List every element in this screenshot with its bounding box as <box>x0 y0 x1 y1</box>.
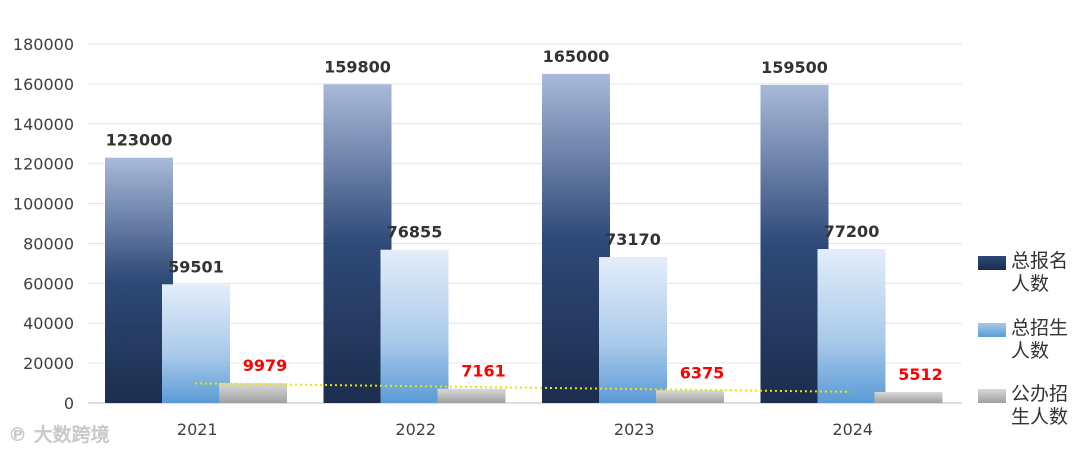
data-label: 6375 <box>680 363 725 382</box>
y-tick-label: 0 <box>64 394 74 413</box>
watermark-text: 大数跨境 <box>33 424 110 446</box>
y-tick-label: 140000 <box>13 115 74 134</box>
gridlines <box>88 43 962 404</box>
x-tick-label: 2022 <box>395 420 436 439</box>
bar <box>760 84 829 403</box>
data-label: 59501 <box>168 257 224 276</box>
y-tick-label: 180000 <box>13 35 74 54</box>
y-tick-label: 160000 <box>13 75 74 94</box>
y-tick-label: 100000 <box>13 195 74 214</box>
legend-swatch <box>978 256 1006 270</box>
bar <box>542 73 610 404</box>
x-tick-label: 2024 <box>832 420 873 439</box>
y-tick-label: 40000 <box>23 314 74 333</box>
bars <box>105 73 943 404</box>
data-label: 77200 <box>824 222 880 241</box>
bar <box>656 390 724 403</box>
bar <box>380 249 449 403</box>
bar <box>874 392 943 403</box>
data-label: 159800 <box>324 57 391 76</box>
data-label: 123000 <box>106 131 173 150</box>
data-label: 9979 <box>243 356 288 375</box>
legend-label: 公办招生人数 <box>1011 383 1069 428</box>
bar <box>323 84 392 403</box>
watermark-icon: ℗ <box>8 424 34 446</box>
bar <box>599 257 667 403</box>
bar <box>437 388 506 403</box>
data-label: 5512 <box>898 365 943 384</box>
y-tick-label: 120000 <box>13 155 74 174</box>
bar <box>219 383 287 403</box>
data-label: 165000 <box>543 47 610 66</box>
legend-swatch <box>978 323 1006 337</box>
y-axis: 0 20000 40000 60000 80000 100000 120000 140000 1… <box>13 35 74 413</box>
bar <box>817 249 886 403</box>
x-tick-label: 2023 <box>614 420 655 439</box>
data-label: 76855 <box>387 223 443 242</box>
y-tick-label: 60000 <box>23 274 74 293</box>
legend-label: 总报名人数 <box>1011 250 1069 295</box>
y-tick-label: 20000 <box>23 354 74 373</box>
x-tick-label: 2021 <box>177 420 218 439</box>
data-label: 159500 <box>761 58 828 77</box>
watermark-logo: ℗ 大数跨境 <box>8 420 110 447</box>
data-label: 73170 <box>605 230 661 249</box>
trendline-layer <box>194 382 851 393</box>
y-tick-label: 80000 <box>23 234 74 253</box>
legend-swatch <box>978 389 1006 403</box>
x-axis: 2021 2022 2023 2024 <box>177 420 873 439</box>
data-label: 7161 <box>461 362 506 381</box>
legend-label: 总招生人数 <box>1011 317 1069 362</box>
trendline <box>194 382 851 393</box>
data-labels: 123000 59501 9979 159800 76855 7161 165000 7317… <box>106 47 943 384</box>
bar <box>105 157 173 403</box>
